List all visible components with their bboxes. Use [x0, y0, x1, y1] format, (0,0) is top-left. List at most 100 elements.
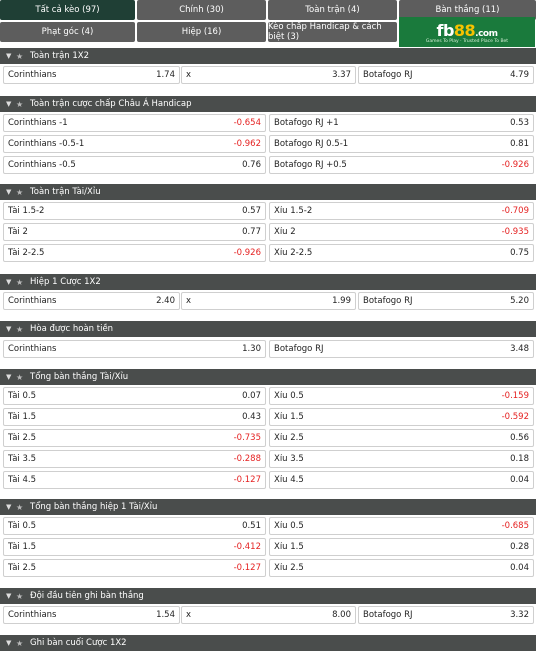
odds-cell[interactable]: x 1.99	[181, 292, 356, 310]
chevron-down-icon[interactable]: ▼	[6, 100, 12, 108]
star-icon[interactable]: ★	[16, 277, 24, 287]
selection-label: Tài 2	[8, 227, 28, 237]
odds-cell[interactable]: Xỉu 0.5 -0.685	[269, 517, 534, 535]
section-header-doi-dau-tien-ghi-ban-thang[interactable]: ▼ ★ Đội đầu tiên ghi bàn thắng	[0, 588, 536, 604]
odds-cell[interactable]: Tài 1.5-2 0.57	[3, 202, 266, 220]
logo-wordmark: fb88.com	[436, 20, 498, 40]
odds-cell[interactable]: Botafogo RJ 3.48	[269, 340, 534, 358]
tab-halves[interactable]: Hiệp (16)	[137, 22, 266, 42]
odds-cell[interactable]: Tài 2 0.77	[3, 223, 266, 241]
section-header-toan-tran-cuoc-chap-chau-a-handicap[interactable]: ▼ ★ Toàn trận cược chấp Châu Á Handicap	[0, 96, 536, 112]
tab-full-match[interactable]: Toàn trận (4)	[268, 0, 397, 20]
odds-cell[interactable]: Xỉu 1.5 -0.592	[269, 408, 534, 426]
section-header-ghi-ban-cuoi-cuoc-1x2[interactable]: ▼ ★ Ghi bàn cuối Cược 1X2	[0, 635, 536, 651]
odds-cell[interactable]: Xỉu 2-2.5 0.75	[269, 244, 534, 262]
odds-cell[interactable]: Corinthians -0.5-1 -0.962	[3, 135, 266, 153]
fb88-logo[interactable]: fb88.com Games To Play · Trusted Place T…	[399, 17, 535, 47]
odds-value: 0.57	[242, 206, 261, 216]
odds-cell[interactable]: Tài 2.5 -0.127	[3, 559, 266, 577]
chevron-down-icon[interactable]: ▼	[6, 52, 12, 60]
odds-cell[interactable]: Botafogo RJ 3.32	[358, 606, 534, 624]
odds-cell[interactable]: Tài 0.5 0.51	[3, 517, 266, 535]
selection-label: x	[186, 296, 192, 306]
selection-label: Xỉu 1.5-2	[274, 206, 313, 216]
odds-cell[interactable]: Xỉu 2 -0.935	[269, 223, 534, 241]
odds-cell[interactable]: Botafogo RJ 4.79	[358, 66, 534, 84]
chevron-down-icon[interactable]: ▼	[6, 503, 12, 511]
star-icon[interactable]: ★	[16, 99, 24, 109]
tab-main[interactable]: Chính (30)	[137, 0, 266, 20]
odds-value: 3.48	[510, 344, 529, 354]
odds-cell[interactable]: Xỉu 3.5 0.18	[269, 450, 534, 468]
section-header-hoa-duoc-hoan-tien[interactable]: ▼ ★ Hòa được hoàn tiền	[0, 321, 536, 337]
odds-cell[interactable]: Corinthians 1.74	[3, 66, 180, 84]
star-icon[interactable]: ★	[16, 372, 24, 382]
odds-cell[interactable]: Botafogo RJ +0.5 -0.926	[269, 156, 534, 174]
odds-cell[interactable]: x 8.00	[181, 606, 356, 624]
odds-cell[interactable]: Botafogo RJ +1 0.53	[269, 114, 534, 132]
odds-value: 3.32	[510, 610, 529, 620]
star-icon[interactable]: ★	[16, 187, 24, 197]
odds-cell[interactable]: Corinthians -0.5 0.76	[3, 156, 266, 174]
odds-cell[interactable]: Xỉu 1.5 0.28	[269, 538, 534, 556]
odds-cell[interactable]: Corinthians 1.54	[3, 606, 180, 624]
star-icon[interactable]: ★	[16, 502, 24, 512]
odds-cell[interactable]: Corinthians 1.30	[3, 340, 266, 358]
odds-value: 0.43	[242, 412, 261, 422]
section-title: Toàn trận 1X2	[30, 51, 90, 61]
chevron-down-icon[interactable]: ▼	[6, 188, 12, 196]
odds-cell[interactable]: Tài 0.5 0.07	[3, 387, 266, 405]
section-title: Toàn trận Tài/Xỉu	[30, 187, 101, 197]
odds-cell[interactable]: Tài 1.5 0.43	[3, 408, 266, 426]
market-tabs: Tất cả kèo (97) Chính (30) Toàn trận (4)…	[0, 0, 536, 47]
odds-cell[interactable]: Botafogo RJ 5.20	[358, 292, 534, 310]
tab-goals[interactable]: Bàn thắng (11)	[399, 0, 536, 20]
tab-handicap-margin[interactable]: Kèo chấp Handicap & cách biệt (3)	[268, 22, 397, 42]
section-title: Tổng bàn thắng hiệp 1 Tài/Xỉu	[30, 502, 158, 512]
odds-cell[interactable]: Xỉu 0.5 -0.159	[269, 387, 534, 405]
odds-cell[interactable]: Tài 2-2.5 -0.926	[3, 244, 266, 262]
selection-label: Botafogo RJ	[274, 344, 324, 354]
chevron-down-icon[interactable]: ▼	[6, 373, 12, 381]
chevron-down-icon[interactable]: ▼	[6, 592, 12, 600]
star-icon[interactable]: ★	[16, 638, 24, 648]
odds-cell[interactable]: Corinthians 2.40	[3, 292, 180, 310]
odds-cell[interactable]: Tài 4.5 -0.127	[3, 471, 266, 489]
odds-cell[interactable]: Tài 3.5 -0.288	[3, 450, 266, 468]
odds-cell[interactable]: Xỉu 2.5 0.04	[269, 559, 534, 577]
odds-cell[interactable]: x 3.37	[181, 66, 356, 84]
section-header-toan-tran-tai-xiu[interactable]: ▼ ★ Toàn trận Tài/Xỉu	[0, 184, 536, 200]
tab-all-markets[interactable]: Tất cả kèo (97)	[0, 0, 135, 20]
tab-corners[interactable]: Phạt góc (4)	[0, 22, 135, 42]
chevron-down-icon[interactable]: ▼	[6, 278, 12, 286]
section-header-tong-ban-thang-tai-xiu[interactable]: ▼ ★ Tổng bàn thắng Tài/Xỉu	[0, 369, 536, 385]
section-title: Ghi bàn cuối Cược 1X2	[30, 638, 127, 648]
star-icon[interactable]: ★	[16, 591, 24, 601]
selection-label: Tài 3.5	[8, 454, 36, 464]
odds-cell[interactable]: Botafogo RJ 0.5-1 0.81	[269, 135, 534, 153]
odds-cell[interactable]: Tài 2.5 -0.735	[3, 429, 266, 447]
selection-label: Botafogo RJ +0.5	[274, 160, 347, 170]
selection-label: Xỉu 1.5	[274, 412, 304, 422]
odds-cell[interactable]: Xỉu 2.5 0.56	[269, 429, 534, 447]
odds-value: 0.76	[242, 160, 261, 170]
selection-label: Botafogo RJ	[363, 296, 413, 306]
selection-label: x	[186, 70, 192, 80]
odds-value: 1.54	[156, 610, 175, 620]
selection-label: Xỉu 2	[274, 227, 296, 237]
odds-value: 1.74	[156, 70, 175, 80]
star-icon[interactable]: ★	[16, 324, 24, 334]
chevron-down-icon[interactable]: ▼	[6, 639, 12, 647]
section-header-tong-ban-thang-hiep-1-tai-xiu[interactable]: ▼ ★ Tổng bàn thắng hiệp 1 Tài/Xỉu	[0, 499, 536, 515]
section-header-hiep-1-cuoc-1x2[interactable]: ▼ ★ Hiệp 1 Cược 1X2	[0, 274, 536, 290]
odds-value: -0.288	[233, 454, 261, 464]
odds-cell[interactable]: Xỉu 1.5-2 -0.709	[269, 202, 534, 220]
star-icon[interactable]: ★	[16, 51, 24, 61]
odds-cell[interactable]: Corinthians -1 -0.654	[3, 114, 266, 132]
odds-cell[interactable]: Tài 1.5 -0.412	[3, 538, 266, 556]
odds-value: 0.56	[510, 433, 529, 443]
odds-cell[interactable]: Xỉu 4.5 0.04	[269, 471, 534, 489]
odds-value: -0.654	[233, 118, 261, 128]
section-header-toan-tran-1x2[interactable]: ▼ ★ Toàn trận 1X2	[0, 48, 536, 64]
chevron-down-icon[interactable]: ▼	[6, 325, 12, 333]
